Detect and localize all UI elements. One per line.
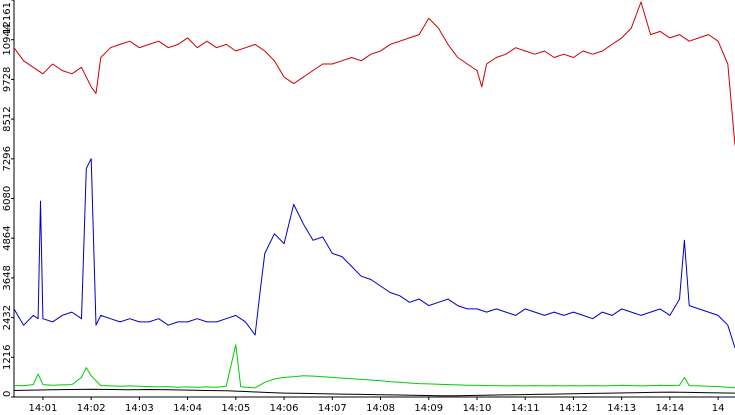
x-tick-label: 14:12 <box>559 403 588 414</box>
x-tick-label: 14:13 <box>607 403 636 414</box>
y-axis-ticks: 0 1216 2432 3648 4864 6080 7296 8512 9728 1094412… <box>2 0 14 398</box>
x-tick-label: 14:02 <box>77 403 106 414</box>
x-axis-ticks: 14:01 14:02 14:03 14:04 14:05 14:06 14:07 14:08… <box>29 397 725 414</box>
series-line-2 <box>13 158 735 349</box>
series-line-1 <box>13 1 735 146</box>
x-tick-label: 14:04 <box>173 403 202 414</box>
x-tick-label: 14 <box>712 403 725 414</box>
series-line-3 <box>14 344 735 389</box>
x-tick-label: 14:07 <box>318 403 347 414</box>
y-tick-label: 7296 <box>2 146 13 171</box>
y-tick-label: 6080 <box>2 186 13 211</box>
x-tick-label: 14:01 <box>29 403 58 414</box>
x-tick-label: 14:06 <box>270 403 299 414</box>
x-tick-label: 14:09 <box>414 403 443 414</box>
y-tick-label: 3648 <box>2 265 13 290</box>
y-tick-label: 4864 <box>2 225 13 250</box>
x-tick-label: 14:05 <box>221 403 250 414</box>
x-tick-label: 14:10 <box>463 403 492 414</box>
plot-frame <box>13 0 735 398</box>
y-tick-label: 9728 <box>2 67 13 92</box>
x-tick-label: 14:14 <box>655 403 684 414</box>
x-tick-label: 14:11 <box>511 403 540 414</box>
x-tick-label: 14:08 <box>366 403 395 414</box>
x-tick-label: 14:03 <box>125 403 154 414</box>
y-tick-label: 8512 <box>2 106 13 131</box>
y-tick-label: 10944 <box>2 24 13 56</box>
y-tick-label: 12161 <box>2 2 13 34</box>
series-layer <box>13 1 735 397</box>
y-tick-label: 0 <box>2 391 13 397</box>
series-line-4 <box>13 388 735 397</box>
y-tick-label: 2432 <box>2 305 13 330</box>
y-tick-label: 1216 <box>2 345 13 370</box>
